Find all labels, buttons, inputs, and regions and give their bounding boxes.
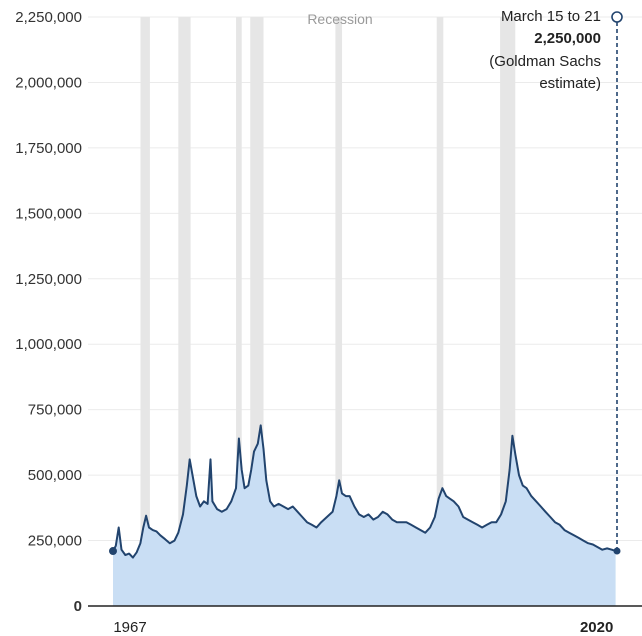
series-start-dot <box>109 547 117 556</box>
recession-label: Recession <box>307 11 372 27</box>
claims-line <box>109 424 616 559</box>
y-tick-label: 1,750,000 <box>15 140 82 157</box>
recession-band <box>236 17 242 606</box>
x-tick-label: 1967 <box>113 619 146 636</box>
y-tick-label: 750,000 <box>28 402 82 419</box>
annotation-source-line-2: estimate) <box>539 75 601 92</box>
claims-series-line <box>112 424 616 559</box>
grid-lines <box>88 16 642 542</box>
x-axis-ticks: 1967 2020 <box>113 619 613 636</box>
y-tick-label: 1,500,000 <box>15 205 82 222</box>
claims-area <box>113 425 616 606</box>
claims-area-fill <box>113 425 616 606</box>
y-tick-label: 1,250,000 <box>15 271 82 288</box>
annotation-value: 2,250,000 <box>534 30 601 47</box>
y-axis-ticks: 0 250,000 500,000 750,000 1,000,000 1,250,000… <box>15 9 82 615</box>
y-tick-label: 500,000 <box>28 467 82 484</box>
recession-band <box>436 17 444 606</box>
y-tick-label: 250,000 <box>28 533 82 550</box>
y-tick-label: 1,000,000 <box>15 336 82 353</box>
recession-band <box>178 17 191 606</box>
estimate-annotation: March 15 to 21 2,250,000 (Goldman Sachs … <box>489 8 623 555</box>
recession-band <box>335 17 343 606</box>
latest-value-dot <box>613 547 621 555</box>
x-tick-label: 2020 <box>580 619 613 636</box>
y-tick-label: 0 <box>74 598 82 615</box>
annotation-date: March 15 to 21 <box>501 8 601 25</box>
y-tick-label: 2,000,000 <box>15 74 82 91</box>
annotation-source-line-1: (Goldman Sachs <box>489 53 601 70</box>
recession-band <box>140 17 150 606</box>
y-tick-label: 2,250,000 <box>15 9 82 26</box>
estimate-marker <box>611 11 623 23</box>
